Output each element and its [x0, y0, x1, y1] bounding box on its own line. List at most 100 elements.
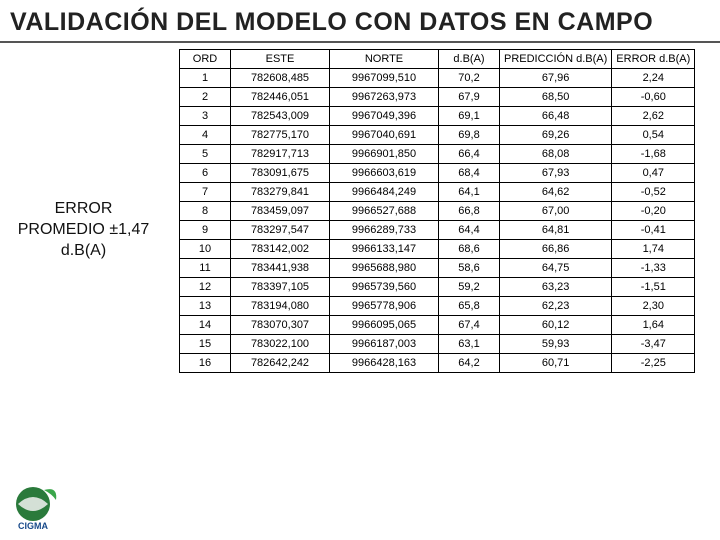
table-cell: 63,1	[439, 335, 500, 354]
table-cell: 783142,002	[231, 240, 330, 259]
table-row: 16782642,2429966428,16364,260,71-2,25	[180, 354, 695, 373]
table-cell: 9967040,691	[330, 126, 439, 145]
table-cell: 2,30	[612, 297, 695, 316]
table-cell: 66,86	[500, 240, 612, 259]
table-cell: 2,24	[612, 69, 695, 88]
table-cell: 15	[180, 335, 231, 354]
table-cell: 0,47	[612, 164, 695, 183]
table-row: 2782446,0519967263,97367,968,50-0,60	[180, 88, 695, 107]
table-row: 10783142,0029966133,14768,666,861,74	[180, 240, 695, 259]
table-cell: 64,81	[500, 221, 612, 240]
table-cell: 12	[180, 278, 231, 297]
table-cell: 11	[180, 259, 231, 278]
col-este: ESTE	[231, 50, 330, 69]
table-cell: 0,54	[612, 126, 695, 145]
main-content: ERROR PROMEDIO ±1,47 d.B(A) ORD ESTE NOR…	[0, 43, 720, 373]
table-cell: 783297,547	[231, 221, 330, 240]
table-row: 5782917,7139966901,85066,468,08-1,68	[180, 145, 695, 164]
table-cell: -0,60	[612, 88, 695, 107]
table-cell: 67,96	[500, 69, 612, 88]
table-cell: 16	[180, 354, 231, 373]
table-cell: 67,4	[439, 316, 500, 335]
table-cell: 67,9	[439, 88, 500, 107]
table-cell: 9965739,560	[330, 278, 439, 297]
table-header-row: ORD ESTE NORTE d.B(A) PREDICCIÓN d.B(A) …	[180, 50, 695, 69]
table-cell: -1,68	[612, 145, 695, 164]
table-cell: 67,00	[500, 202, 612, 221]
table-row: 14783070,3079966095,06567,460,121,64	[180, 316, 695, 335]
table-cell: -1,33	[612, 259, 695, 278]
table-cell: 783279,841	[231, 183, 330, 202]
table-cell: 9967049,396	[330, 107, 439, 126]
table-cell: 68,08	[500, 145, 612, 164]
table-cell: 69,8	[439, 126, 500, 145]
table-row: 6783091,6759966603,61968,467,930,47	[180, 164, 695, 183]
table-cell: 9966095,065	[330, 316, 439, 335]
table-cell: 9966289,733	[330, 221, 439, 240]
table-row: 7783279,8419966484,24964,164,62-0,52	[180, 183, 695, 202]
table-cell: 9967263,973	[330, 88, 439, 107]
table-row: 4782775,1709967040,69169,869,260,54	[180, 126, 695, 145]
table-cell: 66,8	[439, 202, 500, 221]
table-row: 11783441,9389965688,98058,664,75-1,33	[180, 259, 695, 278]
page-title: VALIDACIÓN DEL MODELO CON DATOS EN CAMPO	[0, 0, 720, 43]
table-cell: 63,23	[500, 278, 612, 297]
table-cell: 782543,009	[231, 107, 330, 126]
table-cell: 1	[180, 69, 231, 88]
table-row: 9783297,5479966289,73364,464,81-0,41	[180, 221, 695, 240]
table-cell: 6	[180, 164, 231, 183]
table-cell: 68,50	[500, 88, 612, 107]
table-cell: 1,74	[612, 240, 695, 259]
table-cell: 9965778,906	[330, 297, 439, 316]
table-cell: 783441,938	[231, 259, 330, 278]
table-cell: 9966527,688	[330, 202, 439, 221]
table-cell: -3,47	[612, 335, 695, 354]
svg-text:CIGMA: CIGMA	[18, 521, 48, 531]
table-cell: 782446,051	[231, 88, 330, 107]
table-row: 8783459,0979966527,68866,867,00-0,20	[180, 202, 695, 221]
table-cell: 59,2	[439, 278, 500, 297]
table-cell: 69,26	[500, 126, 612, 145]
table-cell: -1,51	[612, 278, 695, 297]
col-err: ERROR d.B(A)	[612, 50, 695, 69]
table-cell: 783022,100	[231, 335, 330, 354]
table-cell: 67,93	[500, 164, 612, 183]
table-cell: 9965688,980	[330, 259, 439, 278]
table-cell: 64,62	[500, 183, 612, 202]
table-cell: 9966133,147	[330, 240, 439, 259]
error-summary-box: ERROR PROMEDIO ±1,47 d.B(A)	[6, 199, 161, 261]
table-cell: 64,2	[439, 354, 500, 373]
table-cell: -0,52	[612, 183, 695, 202]
table-cell: 9966428,163	[330, 354, 439, 373]
table-cell: 66,48	[500, 107, 612, 126]
table-cell: 9966187,003	[330, 335, 439, 354]
table-cell: 62,23	[500, 297, 612, 316]
error-summary-line1: ERROR	[6, 199, 161, 220]
col-db: d.B(A)	[439, 50, 500, 69]
col-ord: ORD	[180, 50, 231, 69]
table-cell: 783397,105	[231, 278, 330, 297]
error-summary-line2: PROMEDIO ±1,47	[6, 220, 161, 241]
table-cell: 13	[180, 297, 231, 316]
table-cell: 782775,170	[231, 126, 330, 145]
table-cell: 783194,080	[231, 297, 330, 316]
table-cell: 2,62	[612, 107, 695, 126]
table-cell: 9	[180, 221, 231, 240]
table-cell: 60,12	[500, 316, 612, 335]
table-cell: 58,6	[439, 259, 500, 278]
table-cell: 4	[180, 126, 231, 145]
table-cell: 2	[180, 88, 231, 107]
table-cell: 60,71	[500, 354, 612, 373]
table-cell: 68,4	[439, 164, 500, 183]
table-cell: -2,25	[612, 354, 695, 373]
table-cell: 782917,713	[231, 145, 330, 164]
table-cell: 64,4	[439, 221, 500, 240]
table-cell: 14	[180, 316, 231, 335]
table-row: 15783022,1009966187,00363,159,93-3,47	[180, 335, 695, 354]
table-cell: 10	[180, 240, 231, 259]
cigma-logo: CIGMA	[8, 482, 78, 532]
table-cell: 69,1	[439, 107, 500, 126]
col-norte: NORTE	[330, 50, 439, 69]
col-pred: PREDICCIÓN d.B(A)	[500, 50, 612, 69]
table-cell: 64,1	[439, 183, 500, 202]
